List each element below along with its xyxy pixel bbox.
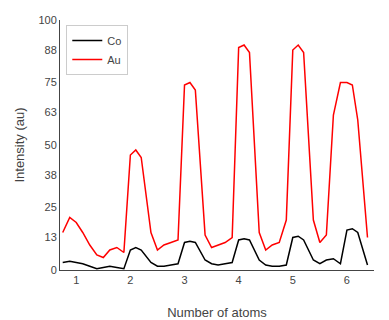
svg-text:1: 1 (73, 274, 79, 286)
svg-text:5: 5 (290, 274, 296, 286)
svg-text:88: 88 (45, 44, 57, 56)
svg-text:50: 50 (45, 139, 57, 151)
svg-text:13: 13 (45, 231, 57, 243)
svg-text:Number of atoms: Number of atoms (167, 305, 267, 320)
svg-text:3: 3 (181, 274, 187, 286)
svg-text:25: 25 (45, 201, 57, 213)
svg-text:2: 2 (127, 274, 133, 286)
svg-text:6: 6 (344, 274, 350, 286)
svg-text:75: 75 (45, 76, 57, 88)
svg-text:0: 0 (51, 264, 57, 276)
svg-text:100: 100 (38, 14, 56, 26)
svg-text:38: 38 (45, 169, 57, 181)
svg-text:Intensity (au): Intensity (au) (12, 107, 27, 182)
svg-text:Co: Co (107, 35, 121, 47)
svg-text:63: 63 (45, 106, 57, 118)
svg-text:4: 4 (236, 274, 242, 286)
svg-text:Au: Au (107, 54, 120, 66)
